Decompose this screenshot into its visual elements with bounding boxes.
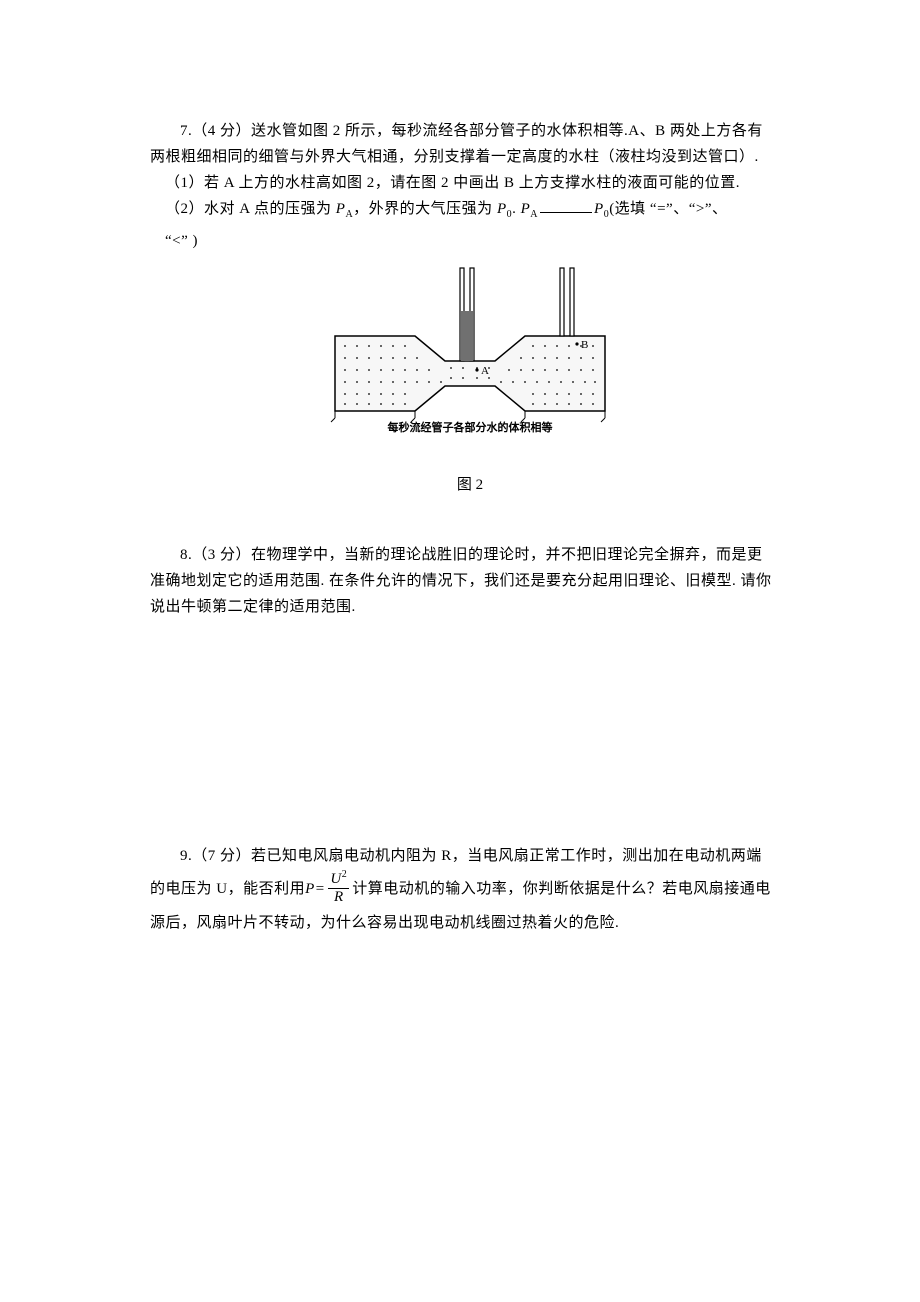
q8-text-2: 准确地划定它的适用范围. 在条件允许的情况下，我们还是要充分起用旧理论、旧模型.…	[150, 568, 790, 594]
point-B-dot	[575, 342, 578, 345]
question-9: 9.（7 分）若已知电风扇电动机内阻为 R，当电风扇正常工作时，测出加在电动机两…	[150, 840, 790, 939]
water-column-A	[461, 311, 473, 361]
q7-text-2: 两根粗细相同的细管与外界大气相通，分别支撑着一定高度的水柱（液柱均没到达管口）.	[150, 144, 790, 170]
fig2-caption-below: 每秒流经管子各部分水的体积相等	[388, 420, 553, 434]
sym-PA2: P	[521, 201, 531, 217]
label-A: A	[481, 365, 489, 377]
question-8: 8.（3 分）在物理学中，当新的理论战胜旧的理论时，并不把旧理论完全摒弃，而是更…	[150, 542, 790, 620]
question-7: 7.（4 分）送水管如图 2 所示，每秒流经各部分管子的水体积相等.A、B 两处…	[150, 118, 790, 494]
fig2-caption: 图 2	[150, 473, 790, 494]
point-A-dot	[475, 368, 478, 371]
sym-PA2-sub: A	[530, 209, 538, 220]
q7-part1: （1）若 A 上方的水柱高如图 2，请在图 2 中画出 B 上方支撑水柱的液面可…	[150, 170, 790, 196]
sym-PA-sub: A	[345, 209, 353, 220]
q7-p2-c: .	[512, 201, 521, 217]
q9-l2a: 的电压为 U，能否利用	[150, 881, 305, 897]
frac-num-U: U	[330, 871, 341, 887]
q7-text-1: 7.（4 分）送水管如图 2 所示，每秒流经各部分管子的水体积相等.A、B 两处…	[150, 118, 790, 144]
tube-B-right	[570, 268, 574, 336]
q8-text-3: 说出牛顿第二定律的适用范围.	[150, 594, 790, 620]
label-B: B	[581, 339, 588, 351]
pipe-diagram-svg: A B 每秒流经管子各部分水的体积相等	[325, 266, 615, 466]
q8-text-1: 8.（3 分）在物理学中，当新的理论战胜旧的理论时，并不把旧理论完全摒弃，而是更	[150, 542, 790, 568]
q7-part2-end: “<” )	[150, 228, 790, 254]
q9-text-2: 的电压为 U，能否利用P= U2 R计算电动机的输入功率，你判断依据是什么？若电风扇…	[150, 872, 790, 907]
sym-PA: P	[336, 201, 346, 217]
q9-text-1: 9.（7 分）若已知电风扇电动机内阻为 R，当电风扇正常工作时，测出加在电动机两…	[150, 840, 790, 872]
sym-P02: P	[594, 201, 604, 217]
sym-Peq: P=	[305, 881, 325, 897]
tube-B-left	[560, 268, 564, 336]
sym-P0: P	[497, 201, 507, 217]
frac-den: R	[328, 889, 349, 905]
fraction: U2 R	[328, 870, 349, 905]
fill-blank[interactable]	[540, 197, 592, 213]
ground-hatch	[331, 411, 605, 422]
q7-p2-a: （2）水对 A 点的压强为	[165, 201, 336, 217]
q9-text-3: 源后，风扇叶片不转动，为什么容易出现电动机线圈过热着火的危险.	[150, 907, 790, 939]
q7-part2: （2）水对 A 点的压强为 PA，外界的大气压强为 P0. PAP0(选填 “=…	[150, 196, 790, 228]
q9-l2b: 计算电动机的输入功率，你判断依据是什么？若电风扇接通电	[352, 881, 771, 897]
q7-p2-b: ，外界的大气压强为	[353, 201, 497, 217]
figure-2: A B 每秒流经管子各部分水的体积相等 图 2	[150, 266, 790, 494]
frac-exp: 2	[342, 869, 348, 880]
q7-p2-d: (选填 “=”、“>”、	[609, 201, 727, 217]
